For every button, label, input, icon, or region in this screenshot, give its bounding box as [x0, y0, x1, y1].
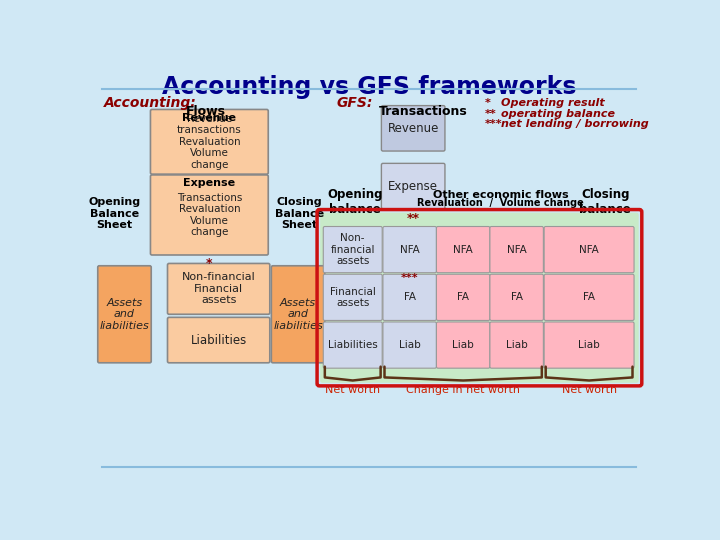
Text: Non-
financial
assets: Non- financial assets [330, 233, 375, 266]
Text: Liab: Liab [578, 340, 600, 350]
Text: Revaluation  /  Volume change: Revaluation / Volume change [418, 198, 584, 208]
Text: FA: FA [583, 292, 595, 302]
FancyBboxPatch shape [544, 322, 634, 368]
FancyBboxPatch shape [544, 226, 634, 273]
FancyBboxPatch shape [382, 164, 445, 209]
Text: Non-financial
Financial
assets: Non-financial Financial assets [181, 272, 256, 306]
Text: **: ** [485, 109, 497, 119]
Text: FA: FA [404, 292, 415, 302]
Text: Accounting:: Accounting: [104, 96, 197, 110]
Text: Other economic flows: Other economic flows [433, 190, 569, 200]
FancyBboxPatch shape [490, 226, 544, 273]
Text: NFA: NFA [579, 245, 599, 254]
FancyBboxPatch shape [383, 274, 436, 320]
Text: Liabilities: Liabilities [328, 340, 377, 350]
Text: FA: FA [510, 292, 523, 302]
Text: Expense: Expense [388, 180, 438, 193]
FancyBboxPatch shape [168, 318, 270, 363]
Text: ***: *** [401, 273, 418, 283]
Text: Revenue: Revenue [387, 122, 439, 135]
Text: Liab: Liab [452, 340, 474, 350]
FancyBboxPatch shape [150, 175, 269, 255]
Text: Net worth: Net worth [562, 385, 616, 395]
FancyBboxPatch shape [323, 274, 382, 320]
Text: Opening
balance: Opening balance [328, 188, 383, 216]
Text: Accounting vs GFS frameworks: Accounting vs GFS frameworks [162, 75, 576, 99]
Text: Opening
Balance
Sheet: Opening Balance Sheet [89, 197, 141, 231]
Text: Assets
and
liabilities: Assets and liabilities [99, 298, 149, 331]
Text: NFA: NFA [400, 245, 420, 254]
Text: Revenue: Revenue [182, 112, 236, 123]
Text: GFS:: GFS: [336, 96, 373, 110]
Text: Financial
assets: Financial assets [330, 287, 376, 308]
Text: NFA: NFA [507, 245, 526, 254]
Text: Net worth: Net worth [325, 385, 380, 395]
Text: NFA: NFA [454, 245, 473, 254]
FancyBboxPatch shape [490, 322, 544, 368]
Text: Change in net worth: Change in net worth [406, 385, 520, 395]
Text: Transactions: Transactions [379, 105, 467, 118]
FancyBboxPatch shape [383, 226, 436, 273]
Text: **: ** [407, 212, 420, 225]
Text: Operating result: Operating result [500, 98, 605, 108]
FancyBboxPatch shape [383, 322, 436, 368]
Text: Transactions
Revaluation
Volume
change: Transactions Revaluation Volume change [176, 193, 242, 238]
FancyBboxPatch shape [150, 110, 269, 174]
FancyBboxPatch shape [490, 274, 544, 320]
FancyBboxPatch shape [544, 274, 634, 320]
Text: Closing
Balance
Sheet: Closing Balance Sheet [275, 197, 324, 231]
FancyBboxPatch shape [323, 322, 382, 368]
Text: ***: *** [485, 119, 503, 130]
Text: Assets
and
liabilities: Assets and liabilities [273, 298, 323, 331]
Text: Liab: Liab [399, 340, 420, 350]
FancyBboxPatch shape [436, 322, 490, 368]
Text: Liab: Liab [505, 340, 528, 350]
Text: *: * [206, 257, 212, 271]
Text: Closing
balance: Closing balance [580, 188, 631, 216]
FancyBboxPatch shape [168, 264, 270, 314]
Text: net lending / borrowing: net lending / borrowing [500, 119, 649, 130]
FancyBboxPatch shape [320, 213, 639, 383]
FancyBboxPatch shape [436, 226, 490, 273]
FancyBboxPatch shape [436, 274, 490, 320]
Text: Revenue
transactions
Revaluation
Volume
change: Revenue transactions Revaluation Volume … [177, 113, 242, 170]
Text: Flows: Flows [186, 105, 226, 118]
FancyBboxPatch shape [323, 226, 382, 273]
Text: operating balance: operating balance [500, 109, 615, 119]
Text: FA: FA [457, 292, 469, 302]
Text: Expense: Expense [184, 178, 235, 188]
FancyBboxPatch shape [382, 106, 445, 151]
Text: Liabilities: Liabilities [191, 334, 247, 347]
FancyBboxPatch shape [271, 266, 325, 363]
Text: *: * [485, 98, 491, 108]
FancyBboxPatch shape [98, 266, 151, 363]
